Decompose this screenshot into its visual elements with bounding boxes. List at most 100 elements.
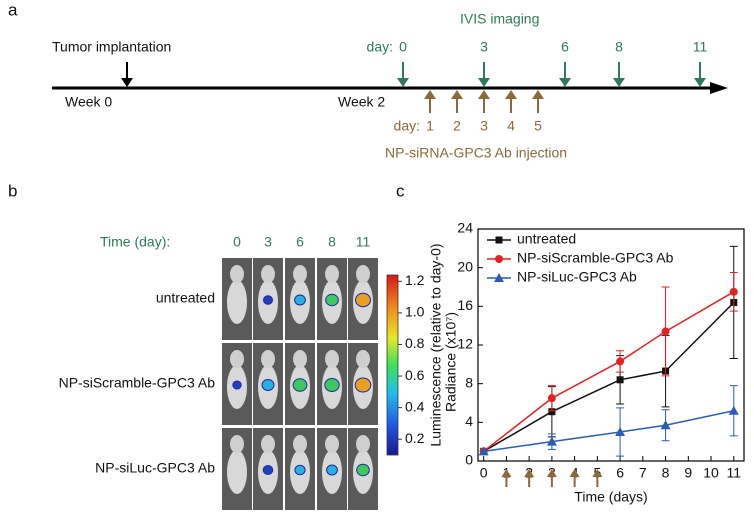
mouse-head — [325, 435, 339, 453]
mouse-head — [230, 435, 244, 453]
injection-arrowhead — [501, 469, 512, 477]
x-tick-label: 7 — [639, 465, 647, 481]
injection-day: 5 — [534, 118, 542, 134]
x-tick-label: 0 — [480, 465, 488, 481]
mouse-head — [261, 435, 275, 453]
marker — [616, 357, 625, 366]
mouse-body — [227, 450, 247, 494]
signal-spot — [325, 293, 339, 307]
injection-day: 3 — [480, 118, 488, 134]
panel-label: a — [8, 0, 18, 19]
signal-spot — [263, 295, 273, 305]
event-label: Tumor implantation — [52, 39, 171, 55]
day-label: 6 — [296, 234, 304, 250]
imaging-arrowhead — [613, 78, 625, 87]
marker — [548, 408, 556, 416]
imaging-day: 11 — [693, 39, 708, 55]
injection-arrowhead — [451, 90, 463, 99]
imaging-day: 3 — [480, 39, 488, 55]
x-tick-label: 6 — [616, 465, 624, 481]
signal-spot — [294, 464, 306, 476]
y-tick-label: 16 — [457, 297, 473, 313]
x-tick-label: 9 — [684, 465, 692, 481]
series-line — [483, 301, 735, 452]
mouse-body — [227, 280, 247, 324]
mouse-head — [261, 265, 275, 283]
marker — [728, 405, 739, 415]
day-prefix: day: — [394, 118, 420, 134]
mouse-head — [356, 265, 370, 283]
panel-label: c — [396, 181, 405, 200]
legend-marker — [494, 273, 504, 282]
colorbar-tick-label: 1.2 — [405, 272, 425, 288]
y-axis-label: Luminescence (relative to day-0) — [428, 243, 444, 446]
marker — [661, 327, 670, 336]
mouse-head — [293, 435, 307, 453]
y-tick-label: 0 — [465, 452, 473, 468]
day-label: 3 — [264, 234, 272, 250]
mouse-head — [325, 265, 339, 283]
legend-label: NP-siLuc-GPC3 Ab — [517, 269, 637, 285]
week-label: Week 0 — [65, 94, 112, 110]
injection-arrowhead — [532, 90, 544, 99]
injection-day: 4 — [507, 118, 515, 134]
signal-spot — [354, 377, 372, 393]
injection-arrowhead — [546, 469, 557, 477]
colorbar-tick-label: 0.6 — [405, 367, 425, 383]
colorbar-tick-label: 0.4 — [405, 398, 425, 414]
y-tick-label: 20 — [457, 258, 473, 274]
x-axis-label: Time (days) — [574, 489, 647, 505]
colorbar-label: Radiance (x10⁷) — [443, 312, 459, 412]
mouse-head — [325, 350, 339, 368]
x-tick-label: 11 — [726, 465, 741, 481]
injection-arrowhead — [524, 469, 535, 477]
imaging-arrowhead — [694, 78, 706, 87]
injection-day: 2 — [453, 118, 461, 134]
x-tick-label: 10 — [703, 465, 719, 481]
y-tick-label: 24 — [457, 220, 473, 236]
imaging-day: 8 — [615, 39, 623, 55]
mouse-head — [230, 350, 244, 368]
injection-title: NP-siRNA-GPC3 Ab injection — [385, 145, 567, 161]
time-label: Time (day): — [100, 234, 170, 250]
mouse-head — [261, 350, 275, 368]
signal-spot — [355, 292, 371, 308]
series-line — [483, 409, 734, 453]
y-tick-label: 8 — [465, 374, 473, 390]
signal-spot — [232, 380, 242, 390]
series-line — [483, 291, 735, 452]
mouse-head — [293, 350, 307, 368]
week-label: Week 2 — [338, 94, 385, 110]
signal-spot — [326, 464, 338, 476]
panel-label: b — [8, 181, 17, 200]
imaging-day: 0 — [399, 39, 407, 55]
injection-arrowhead — [424, 90, 436, 99]
injection-day: 1 — [426, 118, 434, 134]
marker — [546, 436, 557, 446]
day-label: 0 — [233, 234, 241, 250]
legend-label: NP-siScramble-GPC3 Ab — [517, 250, 674, 266]
marker — [660, 420, 671, 430]
y-tick-label: 12 — [457, 336, 473, 352]
colorbar-tick-label: 0.2 — [405, 430, 425, 446]
mouse-head — [293, 265, 307, 283]
day-label: 11 — [356, 234, 371, 250]
row-label: untreated — [156, 290, 215, 306]
imaging-title: IVIS imaging — [460, 11, 539, 27]
marker — [547, 394, 556, 403]
colorbar-tick-label: 1.0 — [405, 304, 425, 320]
row-label: NP-siLuc-GPC3 Ab — [95, 460, 215, 476]
y-tick-label: 4 — [465, 413, 473, 429]
injection-arrowhead — [592, 469, 603, 477]
mouse-head — [356, 435, 370, 453]
colorbar-tick-label: 0.8 — [405, 335, 425, 351]
event-arrowhead — [121, 78, 133, 87]
x-tick-label: 8 — [662, 465, 670, 481]
marker — [478, 446, 489, 456]
day-label: 8 — [328, 234, 336, 250]
imaging-arrowhead — [559, 78, 571, 87]
legend-marker — [495, 236, 503, 244]
mouse-head — [356, 350, 370, 368]
marker — [616, 376, 624, 384]
